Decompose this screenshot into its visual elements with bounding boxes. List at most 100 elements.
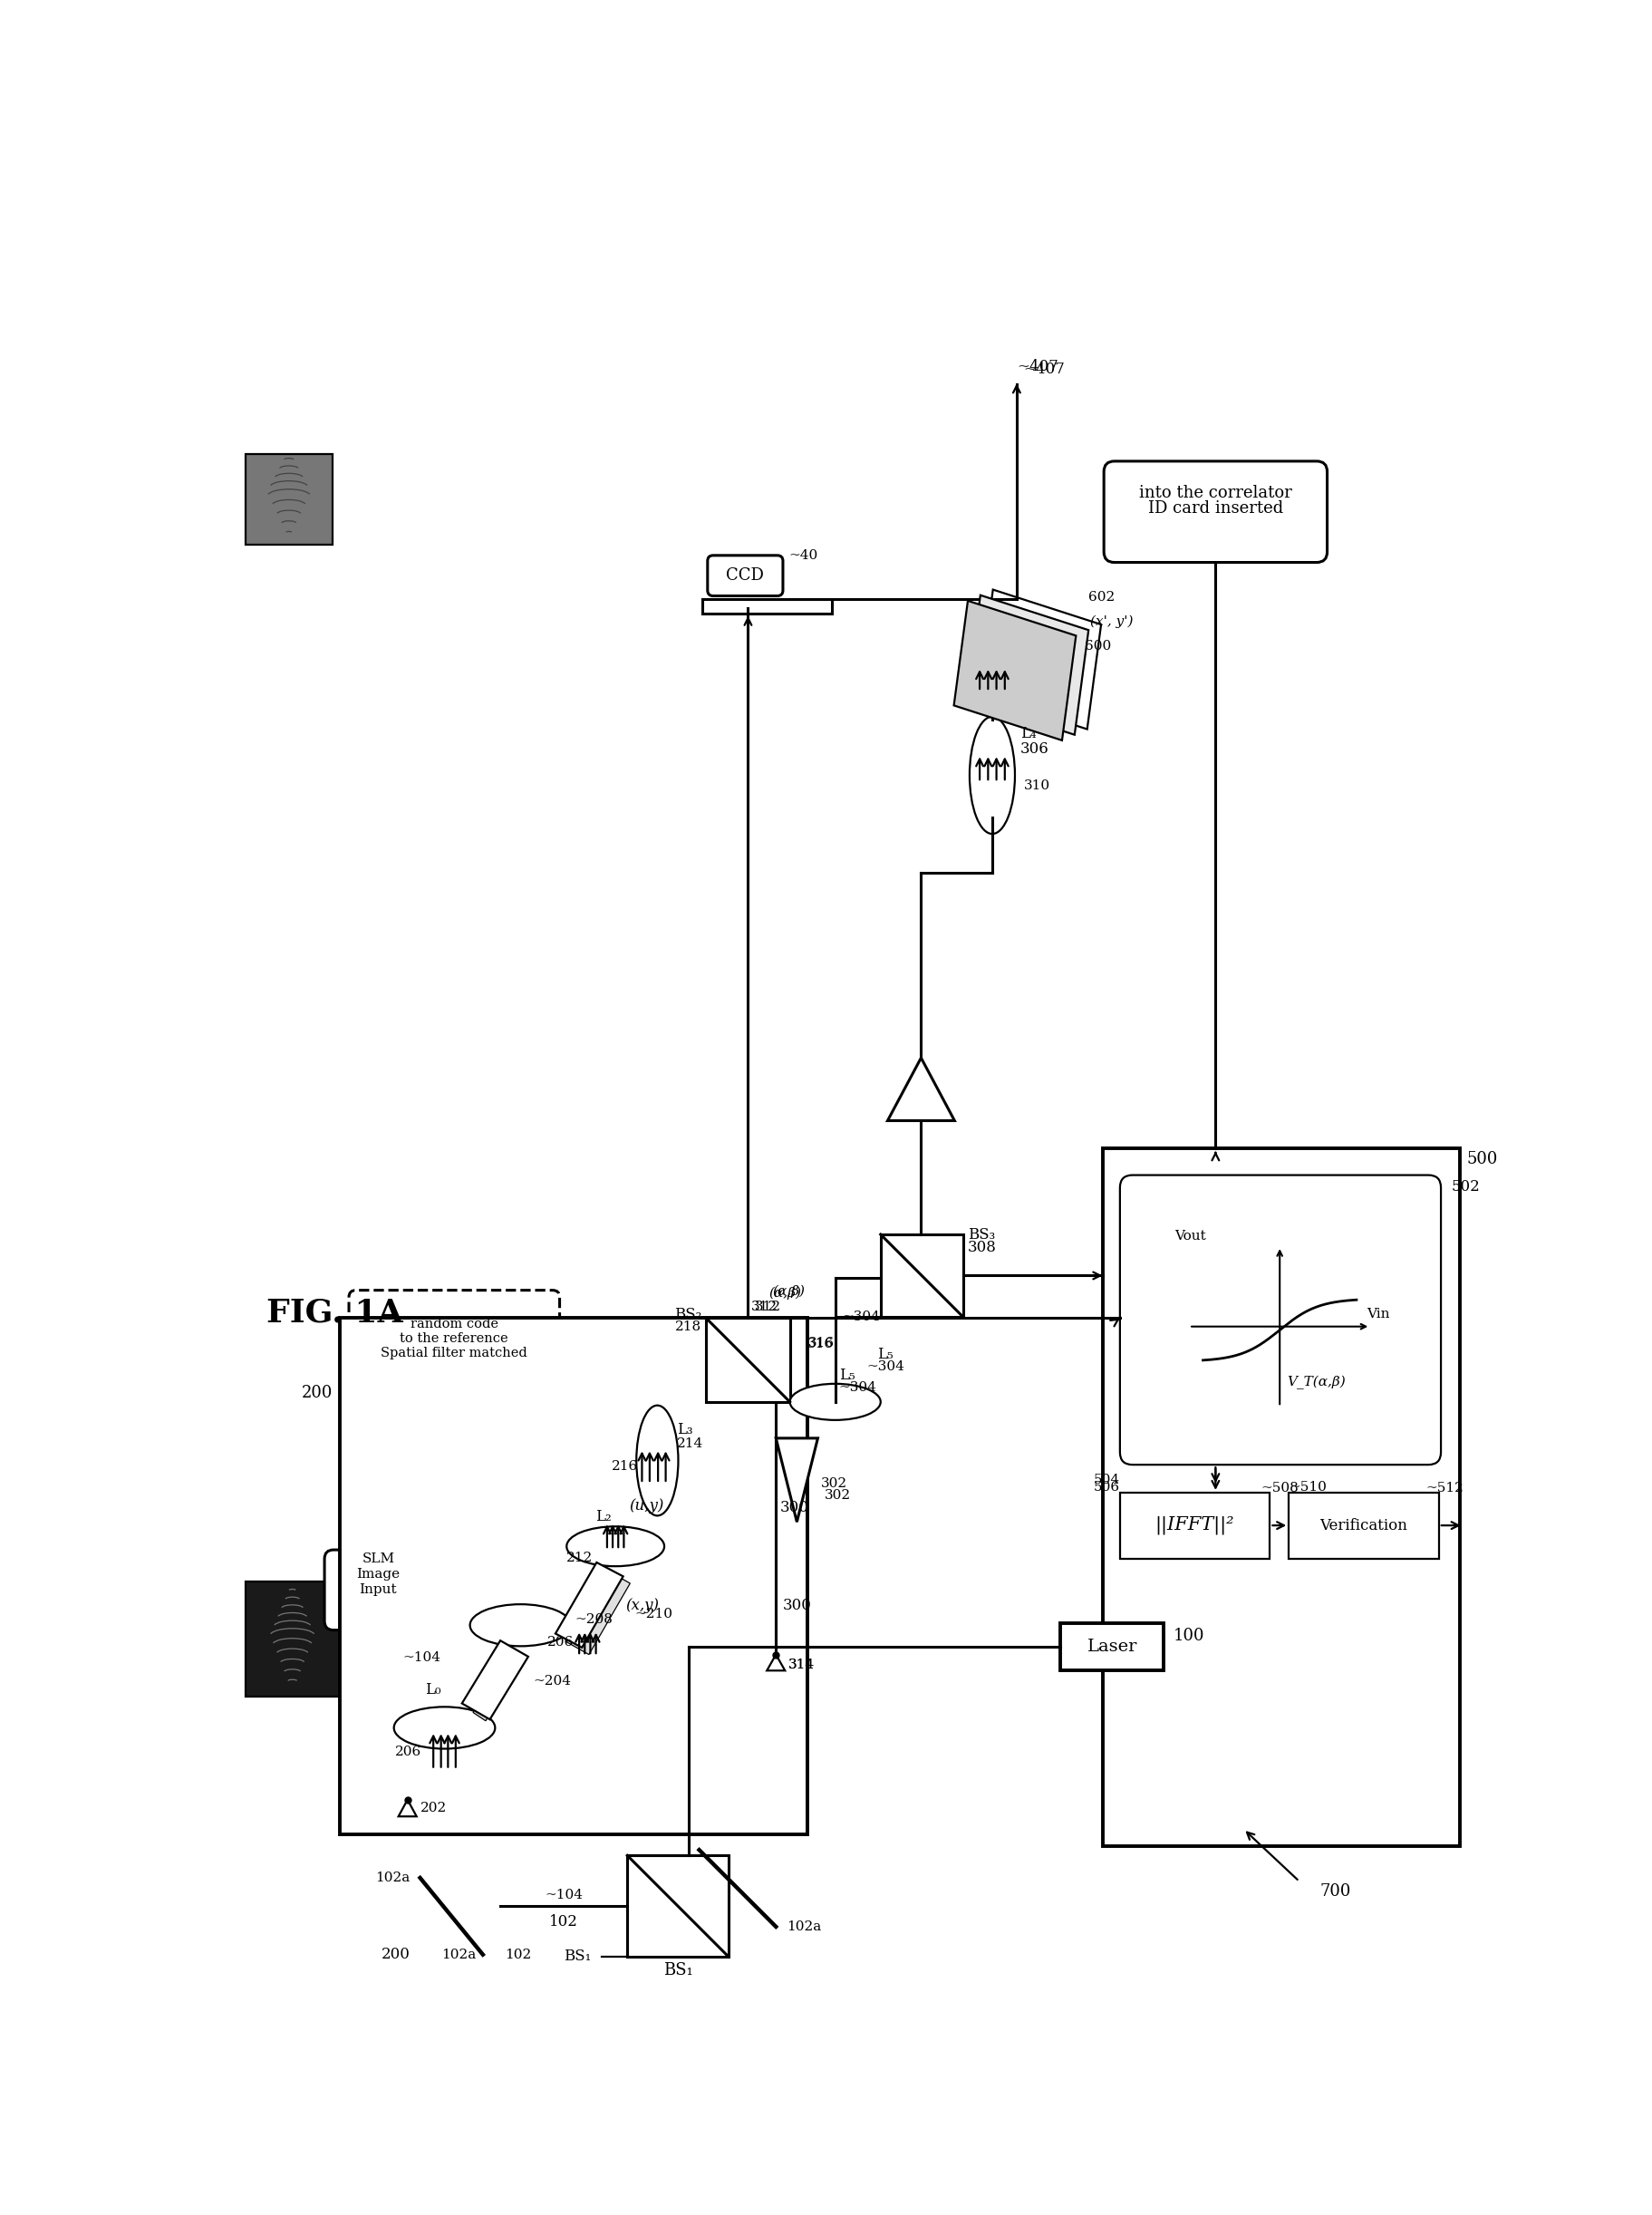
Text: Image: Image [357,1568,400,1582]
Text: 200: 200 [382,1947,410,1962]
Text: BS₃: BS₃ [968,1227,995,1243]
Text: BS₁: BS₁ [662,1962,692,1978]
Text: 600: 600 [1084,640,1110,653]
Text: ~407: ~407 [1023,361,1064,377]
Text: ~40: ~40 [788,549,818,563]
Polygon shape [461,1641,529,1719]
Text: 500: 500 [1465,1152,1497,1167]
Text: into the correlator: into the correlator [1138,485,1292,501]
Polygon shape [767,1655,785,1670]
Text: 312: 312 [752,1300,778,1313]
Text: 102: 102 [548,1914,578,1929]
Ellipse shape [970,718,1014,833]
Text: ~304: ~304 [838,1380,876,1393]
Text: Laser: Laser [1087,1639,1137,1655]
FancyBboxPatch shape [324,1550,433,1630]
Ellipse shape [469,1604,572,1646]
Bar [702,600,831,614]
Text: 206: 206 [395,1745,421,1759]
Polygon shape [775,1438,818,1522]
Text: ~407: ~407 [1016,359,1057,374]
Polygon shape [472,1650,524,1721]
Text: Input: Input [358,1584,396,1597]
Polygon shape [978,589,1100,729]
Text: ||IFFT||²: ||IFFT||² [1155,1515,1234,1535]
Bar [1289,1493,1437,1559]
Text: Vout: Vout [1175,1229,1206,1243]
Text: Spatial filter matched: Spatial filter matched [380,1347,527,1360]
Text: 102a: 102a [441,1949,476,1960]
Bar [246,454,332,545]
Text: ~508: ~508 [1260,1482,1298,1495]
Text: 308: 308 [968,1240,996,1256]
Text: ~204: ~204 [534,1675,572,1688]
Text: 300: 300 [783,1597,811,1613]
Text: 218: 218 [674,1320,700,1333]
Text: 100: 100 [1173,1628,1204,1644]
Text: 316: 316 [806,1338,833,1351]
Ellipse shape [567,1526,664,1566]
Ellipse shape [393,1708,496,1748]
Text: Verification: Verification [1318,1517,1406,1533]
Text: ID card inserted: ID card inserted [1146,501,1282,516]
Polygon shape [555,1562,623,1648]
Text: 202: 202 [420,1801,446,1814]
Polygon shape [567,1570,629,1655]
Polygon shape [953,600,1075,740]
Text: ~304: ~304 [866,1360,904,1373]
Text: CCD: CCD [725,567,763,585]
Text: to the reference: to the reference [400,1331,509,1345]
Text: 200: 200 [302,1384,332,1400]
Bar [340,1318,806,1834]
Text: 504: 504 [1094,1473,1120,1486]
Text: L₄: L₄ [1019,727,1036,742]
Text: 102a: 102a [786,1920,821,1934]
Text: (α,β): (α,β) [768,1287,801,1300]
Bar [246,1582,340,1697]
Bar [1120,1493,1269,1559]
Ellipse shape [790,1384,881,1420]
Text: 314: 314 [788,1659,814,1672]
Text: random code: random code [410,1318,497,1329]
Text: ~510: ~510 [1289,1480,1327,1493]
Text: (u,y): (u,y) [629,1497,664,1513]
Text: 102a: 102a [375,1872,410,1885]
Text: 102: 102 [504,1949,530,1960]
Text: L₅: L₅ [877,1347,894,1362]
Text: 300: 300 [780,1500,808,1515]
Text: BS₁: BS₁ [563,1949,591,1965]
Text: SLM: SLM [362,1553,395,1566]
Text: ~104: ~104 [545,1889,583,1903]
Text: ~512: ~512 [1424,1482,1462,1495]
Text: 310: 310 [1023,780,1049,793]
Text: 306: 306 [1019,742,1049,755]
Bar [881,1234,963,1316]
Text: ~304: ~304 [843,1311,881,1322]
Text: (x', y'): (x', y') [1089,616,1132,629]
Text: (x,y): (x,y) [626,1597,659,1613]
Text: 314: 314 [788,1659,814,1672]
Text: Vin: Vin [1366,1307,1389,1320]
Text: FIG. 1A: FIG. 1A [266,1298,403,1329]
FancyBboxPatch shape [707,556,783,596]
Text: L₂: L₂ [595,1508,611,1524]
Text: L₃: L₃ [676,1422,692,1438]
Bar [1061,1624,1163,1670]
Text: 316: 316 [808,1338,834,1349]
Text: L₀: L₀ [425,1681,441,1697]
Text: ~208: ~208 [575,1613,613,1626]
Text: 502: 502 [1450,1178,1479,1194]
Text: 206: 206 [547,1635,573,1648]
FancyBboxPatch shape [349,1291,560,1431]
Text: V_T(α,β): V_T(α,β) [1285,1376,1345,1389]
FancyBboxPatch shape [1120,1176,1441,1464]
Text: 302: 302 [824,1488,851,1502]
Text: 212: 212 [567,1553,593,1564]
Text: 302: 302 [821,1477,847,1491]
Text: ~210: ~210 [634,1608,672,1621]
Polygon shape [887,1059,955,1121]
Text: BS₂: BS₂ [674,1307,700,1322]
Text: 216: 216 [611,1460,638,1473]
Text: 506: 506 [1094,1480,1120,1493]
Bar [628,1856,729,1956]
